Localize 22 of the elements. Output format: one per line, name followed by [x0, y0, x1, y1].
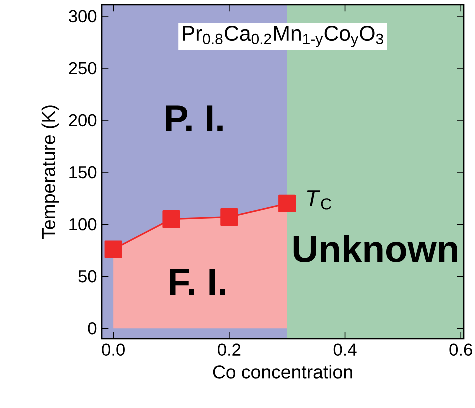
annotation: F. I.: [170, 269, 226, 296]
y-tick-label: 50: [78, 270, 97, 283]
band-label: P. I.: [166, 106, 223, 132]
x-tick-label: 0.0: [102, 344, 125, 356]
x-tick-label: 0.6: [450, 344, 472, 356]
chart-title: Pr$_{0.8}$Ca$_{0.2}$Mn$_{1-y}$Co$_{y}$O$_{3}$: [183, 26, 384, 48]
x-tick-label: 0.4: [334, 344, 357, 356]
point: [162, 210, 180, 228]
y-tick-label: 250: [69, 62, 97, 75]
y-tick-label: 0: [88, 322, 97, 335]
x-axis-title: Co concentration: [213, 365, 352, 379]
y-tick-label: 300: [69, 10, 97, 23]
band-label: Unknown: [294, 235, 458, 263]
y-tick-label: 150: [70, 166, 97, 179]
point: [278, 194, 296, 213]
point: [220, 208, 238, 226]
y-tick-label: 100: [70, 218, 97, 231]
y-tick-label: 200: [69, 114, 97, 127]
y-axis-title: Temperature (K): [42, 106, 60, 240]
point: [104, 240, 122, 258]
series-label: T$_{C}$: [307, 190, 332, 210]
x-tick-label: 0.2: [218, 344, 241, 356]
